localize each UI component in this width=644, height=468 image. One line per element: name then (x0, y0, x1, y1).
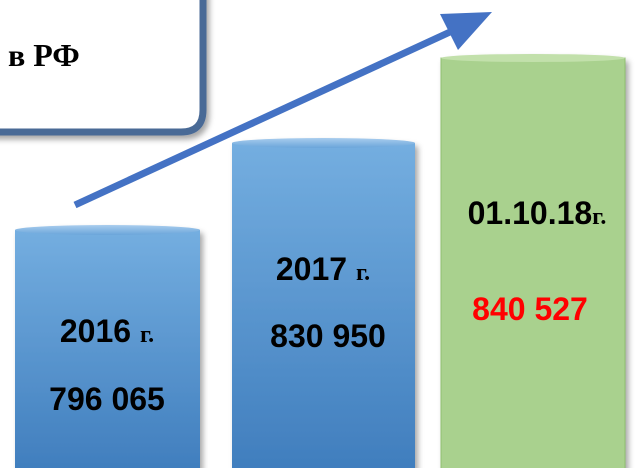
cylinder (232, 143, 415, 468)
unit: г. (356, 260, 370, 286)
column (232, 138, 415, 468)
cylinder (440, 57, 626, 468)
column-value: 830 950 (270, 318, 386, 354)
year: 2017 (276, 251, 347, 287)
cylinder (15, 230, 200, 468)
column-label: 01.10.18г. (468, 195, 607, 231)
column-value: 840 527 (472, 291, 588, 327)
trend-arrow (73, 28, 452, 209)
unit: г. (592, 204, 606, 230)
header-box (0, 0, 207, 136)
cylinder-top (15, 225, 200, 235)
column-label: 2016 г. (60, 313, 154, 349)
column (15, 225, 200, 468)
column-label: 2017 г. (276, 251, 370, 287)
year: 2016 (60, 313, 131, 349)
cylinder-top (232, 138, 415, 148)
column (440, 54, 626, 468)
cylinder-top (441, 54, 625, 62)
arrow-head (440, 12, 492, 50)
header-text: в РФ (8, 37, 80, 73)
column-value: 796 065 (49, 381, 165, 417)
year: 01.10.18 (468, 195, 593, 231)
unit: г. (140, 322, 154, 348)
